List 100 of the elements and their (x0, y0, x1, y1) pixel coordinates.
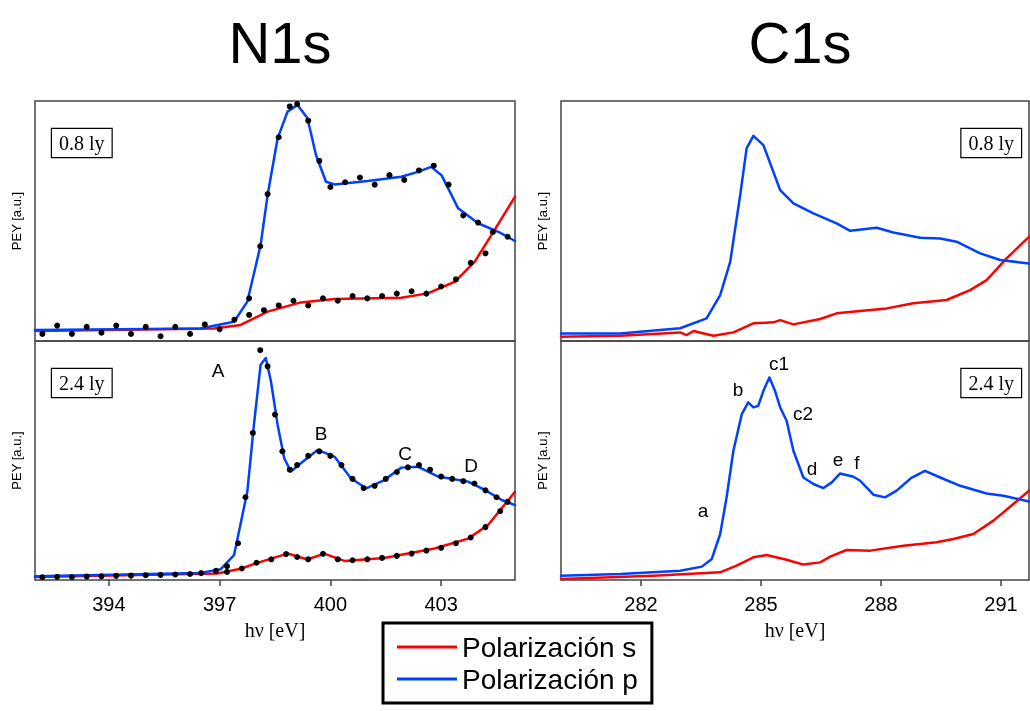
point (198, 570, 205, 577)
point (257, 347, 264, 354)
x-tick-label: 397 (202, 593, 237, 615)
point (231, 316, 238, 323)
annotation: 2.4 ly (59, 372, 105, 395)
point (342, 179, 349, 186)
point (172, 323, 179, 330)
point (338, 462, 345, 469)
annotation: A (211, 359, 225, 381)
point (224, 563, 230, 570)
annotation: e (832, 448, 844, 470)
point (371, 181, 378, 188)
chart-title: N1s (228, 9, 332, 75)
annotation: B (314, 422, 328, 444)
point (249, 429, 256, 436)
point (408, 550, 415, 557)
y-axis-title: PEY [a.u.] (535, 431, 550, 490)
point (327, 184, 334, 190)
point (452, 276, 459, 283)
point (356, 174, 363, 181)
x-tick-label: 285 (744, 593, 778, 615)
annotation: f (854, 451, 861, 473)
point (290, 297, 297, 304)
point (393, 552, 400, 559)
point (393, 290, 400, 297)
annotation: D (464, 454, 478, 476)
point (404, 464, 411, 471)
point (279, 448, 286, 455)
x-tick-label: 288 (864, 593, 898, 615)
point (157, 333, 164, 340)
x-axis-title: hν [eV] (764, 619, 826, 641)
point (482, 487, 489, 494)
y-axis-title: PEY [a.u.] (9, 431, 24, 490)
point (320, 295, 326, 302)
point (316, 157, 323, 164)
annotation: 2.4 ly (968, 372, 1014, 395)
point (438, 283, 445, 290)
annotation: d (806, 457, 818, 479)
point (379, 292, 386, 299)
point (504, 233, 511, 240)
point (349, 292, 356, 299)
y-axis-title: PEY [a.u.] (9, 191, 24, 251)
point (268, 556, 275, 563)
point (264, 363, 271, 370)
point (423, 290, 430, 297)
point (327, 452, 334, 459)
point (427, 466, 434, 473)
point (475, 219, 482, 226)
point (68, 330, 75, 337)
point (438, 544, 445, 551)
point (113, 322, 120, 329)
point (224, 568, 230, 575)
legend-label: Polarización p (462, 663, 638, 695)
point (504, 498, 511, 505)
point (157, 571, 164, 578)
x-tick-label: 291 (984, 593, 1018, 615)
point (142, 323, 149, 330)
annotation: 0.8 ly (968, 132, 1014, 155)
point (294, 462, 301, 469)
point (98, 573, 105, 580)
point (379, 554, 386, 561)
point (128, 572, 134, 579)
point (416, 462, 422, 469)
legend-label: Polarización s (462, 631, 637, 663)
point (54, 322, 61, 329)
point (128, 330, 134, 337)
point (349, 475, 356, 482)
point (54, 573, 61, 580)
point (320, 550, 326, 557)
point (382, 475, 389, 482)
point (334, 297, 341, 304)
point (401, 176, 408, 183)
point (489, 229, 496, 236)
point (246, 311, 253, 318)
x-axis-title: hν [eV] (244, 619, 306, 641)
y-axis-title: PEY [a.u.] (535, 191, 550, 251)
point (238, 565, 245, 572)
point (187, 571, 194, 578)
point (275, 134, 282, 141)
point (430, 162, 437, 169)
point (235, 540, 242, 547)
point (360, 485, 367, 492)
point (449, 475, 456, 482)
point (68, 574, 75, 581)
point (272, 411, 278, 418)
chart-title: C1s (748, 9, 852, 75)
x-tick-label: 394 (92, 593, 126, 615)
point (364, 556, 371, 563)
annotation: a (697, 499, 709, 521)
point (305, 302, 312, 309)
point (408, 288, 415, 295)
annotation: b (732, 378, 744, 400)
annotation: 0.8 ly (59, 132, 105, 155)
point (253, 559, 260, 566)
point (260, 307, 267, 314)
point (294, 101, 301, 108)
point (286, 466, 293, 473)
x-tick-label: 282 (624, 593, 658, 615)
point (423, 547, 430, 554)
point (286, 103, 293, 110)
